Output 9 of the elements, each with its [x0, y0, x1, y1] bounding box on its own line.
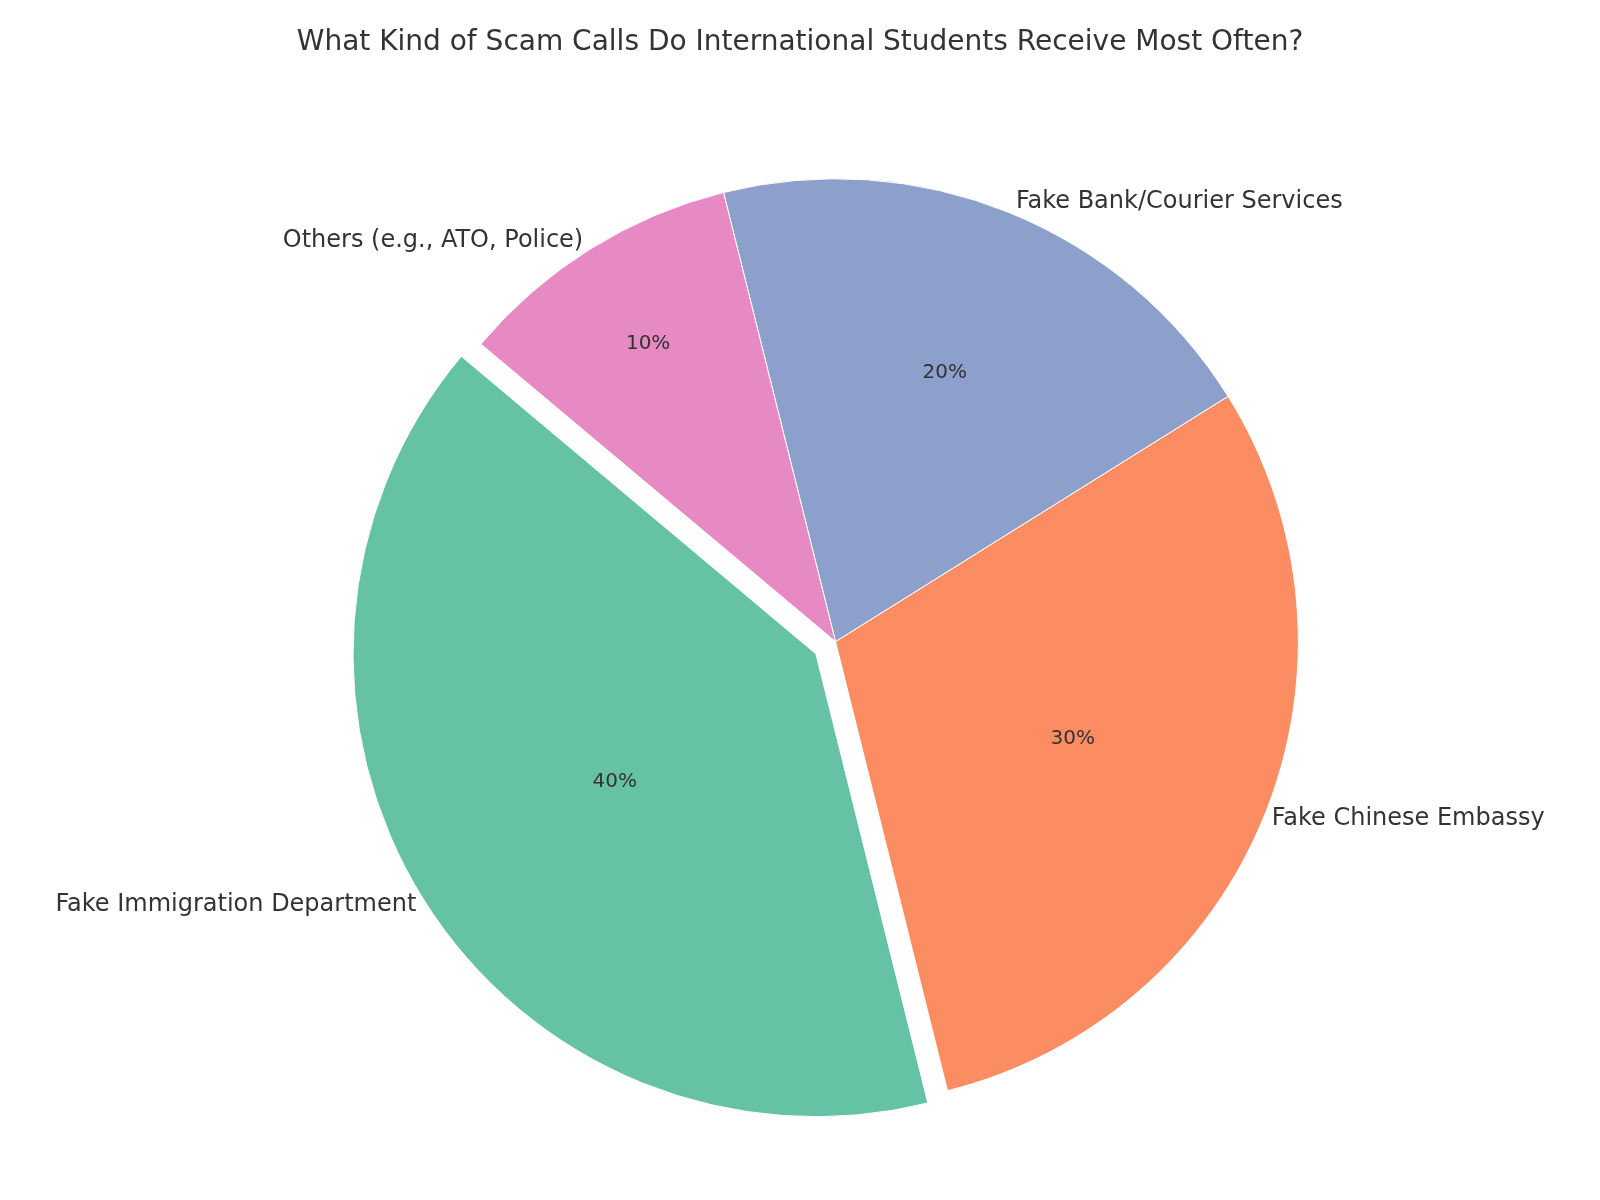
data-label: 40%: [592, 767, 637, 792]
slice-label: Fake Bank/Courier Services: [1015, 186, 1343, 215]
data-label: 20%: [922, 359, 967, 384]
slice-label: Fake Immigration Department: [55, 889, 417, 918]
slice-label: Fake Chinese Embassy: [1271, 802, 1545, 831]
data-label: 10%: [625, 329, 671, 354]
chart-title: What Kind of Scam Calls Do International Students Receive Most Often?: [296, 23, 1304, 57]
slice-label: Others (e.g., ATO, Police): [282, 225, 584, 254]
data-label: 30%: [1050, 725, 1095, 750]
